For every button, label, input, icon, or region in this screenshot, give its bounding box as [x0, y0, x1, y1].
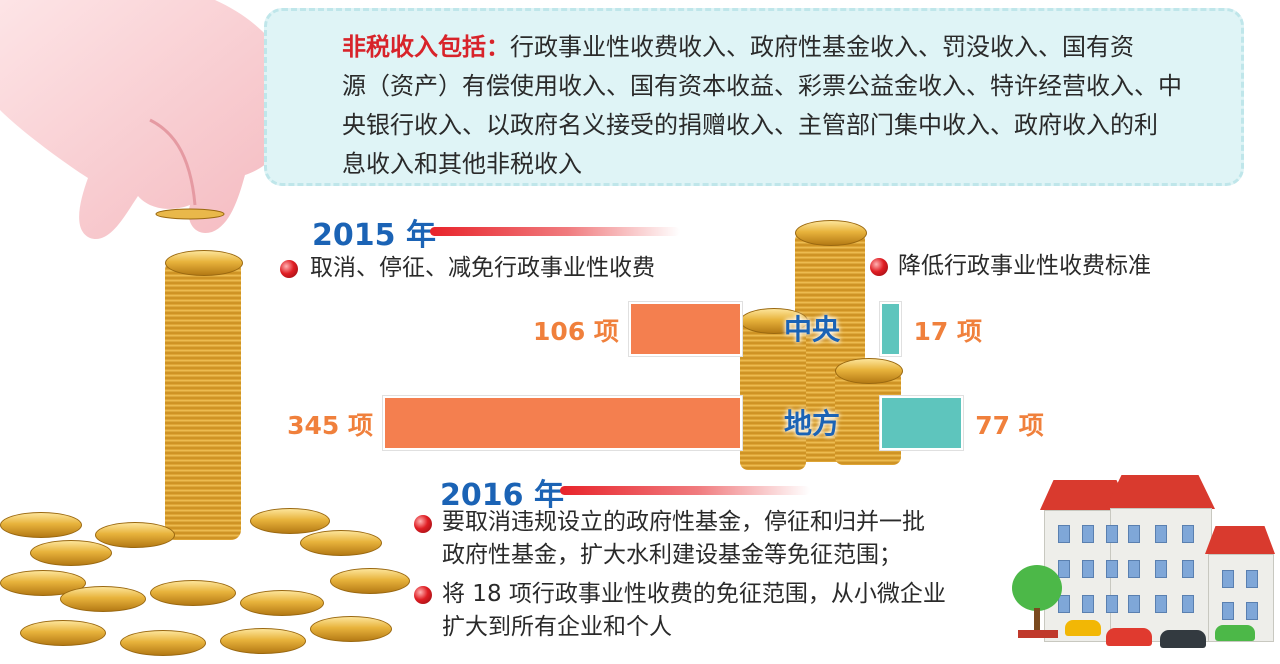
value-label-cancel-central: 106 项 [533, 317, 619, 346]
year-2016-item-2-line-2: 扩大到所有企业和个人 [442, 614, 672, 640]
year-2016-item-2-line-1: 将 18 项行政事业性收费的免征范围，从小微企业 [442, 581, 946, 607]
bullet-icon [280, 260, 298, 278]
definition-label: 非税收入包括： [342, 33, 510, 61]
year-2016-item-1-line-2: 政府性基金，扩大水利建设基金等免征范围； [442, 542, 902, 568]
value-label-lower-central: 17 项 [913, 317, 982, 346]
year-2016-title: 2016 年 [440, 478, 564, 513]
definition-line-1: 行政事业性收费收入、政府性基金收入、罚没收入、国有资 [510, 33, 1134, 61]
year-2015-title: 2015 年 [312, 218, 436, 253]
year-2016-item-1-line-1: 要取消违规设立的政府性基金，停征和归并一批 [442, 509, 925, 535]
bullet-icon [870, 258, 888, 276]
definition-line-2: 源（资产）有偿使用收入、国有资本收益、彩票公益金收入、特许经营收入、中 [342, 72, 1182, 100]
definition-text: 非税收入包括：行政事业性收费收入、政府性基金收入、罚没收入、国有资 源（资产）有… [342, 28, 1222, 184]
year-2016-item-2: 将 18 项行政事业性收费的免征范围，从小微企业 扩大到所有企业和个人 [442, 578, 946, 644]
year-2016-item-1: 要取消违规设立的政府性基金，停征和归并一批 政府性基金，扩大水利建设基金等免征范… [442, 506, 925, 572]
year-2015-left-item: 取消、停征、减免行政事业性收费 [310, 255, 655, 281]
bar-cancel-local [383, 396, 742, 450]
bullet-icon [414, 515, 432, 533]
year-2016-underline [560, 486, 810, 495]
bullet-icon [414, 586, 432, 604]
value-label-lower-local: 77 项 [975, 411, 1044, 440]
definition-line-4: 息收入和其他非税收入 [342, 150, 582, 178]
coin-stack-illustration [0, 250, 420, 664]
definition-panel [264, 8, 1244, 186]
year-2015-underline [430, 227, 680, 236]
bar-cancel-central [628, 302, 742, 356]
hand-illustration [0, 0, 296, 240]
definition-line-3: 央银行收入、以政府名义接受的捐赠收入、主管部门集中收入、政府收入的利 [342, 111, 1158, 139]
buildings-illustration [1010, 470, 1280, 664]
year-2015-right-item: 降低行政事业性收费标准 [898, 253, 1151, 279]
